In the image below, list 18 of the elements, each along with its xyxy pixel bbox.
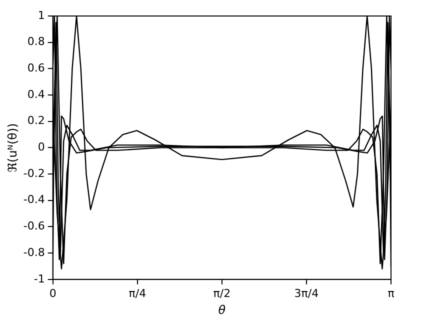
x-tick-label: 0 <box>49 286 56 300</box>
x-tick-label: π/4 <box>128 286 146 300</box>
y-tick-label: 0.2 <box>27 114 45 128</box>
x-tick-label: 3π/4 <box>294 286 319 300</box>
y-axis-title: ℜ(uᴺ(θ)) <box>5 123 20 172</box>
y-tick-label: 0.8 <box>27 35 45 48</box>
y-tick-label: -0.4 <box>23 193 45 206</box>
y-tick-label: -0.6 <box>23 220 45 233</box>
y-tick-label: 1 <box>38 8 45 22</box>
y-tick-label: 0.6 <box>27 62 45 75</box>
x-axis-title: θ <box>218 302 226 317</box>
y-tick-label: -0.2 <box>23 166 45 180</box>
y-tick-label: 0.4 <box>27 88 45 101</box>
x-tick-label: π/2 <box>213 286 231 300</box>
y-tick-label: -1 <box>34 272 45 286</box>
x-tick-label: π <box>388 286 395 300</box>
y-tick-label: -0.8 <box>23 246 45 259</box>
y-tick-label: 0 <box>38 140 45 154</box>
